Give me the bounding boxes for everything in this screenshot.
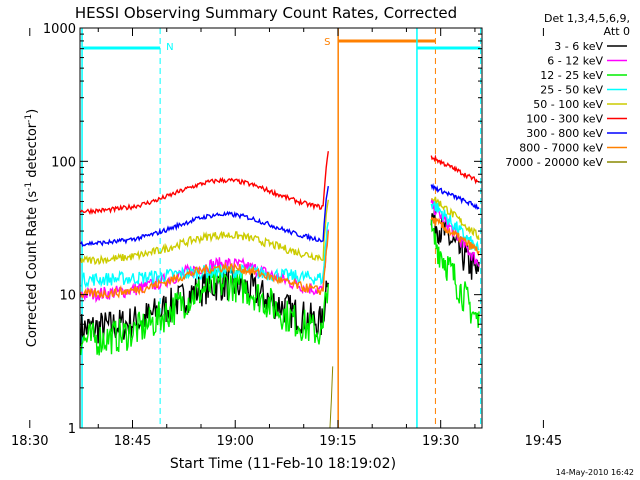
series-line-4: [80, 199, 329, 266]
series-line-post-5: [430, 154, 480, 185]
series-line-post-2: [430, 219, 480, 328]
legend-entry-label: 50 - 100 keV: [533, 98, 603, 111]
series-line-post-4: [431, 196, 480, 240]
x-tick-label: 19:15: [319, 434, 356, 449]
x-tick-label: 19:00: [216, 434, 253, 449]
legend-entry-label: 7000 - 20000 keV: [505, 156, 603, 169]
legend-header-detectors: Det 1,3,4,5,6,9,: [544, 12, 630, 25]
y-axis-label-end: ): [25, 109, 40, 114]
y-axis-label-sup1: -1: [24, 182, 34, 191]
y-tick-label: 1: [68, 422, 76, 437]
y-tick-label: 1000: [43, 22, 76, 37]
x-tick-label: 19:30: [422, 434, 459, 449]
legend-entry-label: 800 - 7000 keV: [519, 142, 603, 155]
legend-entry-label: 25 - 50 keV: [540, 84, 603, 97]
legend-entry-label: 300 - 800 keV: [526, 127, 603, 140]
series-line-6: [80, 185, 329, 248]
timestamp: 14-May-2010 16:42: [556, 468, 634, 477]
chart-title: HESSI Observing Summary Count Rates, Cor…: [75, 4, 457, 22]
y-axis-label: Corrected Count Rate (s-1 detector-1): [24, 109, 40, 347]
x-tick-label: 18:30: [11, 434, 48, 449]
legend-header-attenuator: Att 0: [604, 25, 630, 38]
legend-entry-label: 6 - 12 keV: [547, 55, 603, 68]
plot-frame: [79, 27, 483, 429]
saa-label: S: [324, 37, 330, 48]
series-line-8: [329, 366, 334, 429]
night-label: N: [166, 42, 173, 53]
chart-marks: [80, 151, 480, 429]
series-line-5: [80, 151, 329, 216]
series-line-post-7: [430, 216, 480, 257]
series-line-2: [80, 267, 329, 356]
series-line-0: [80, 265, 329, 347]
legend: Det 1,3,4,5,6,9,Att 03 - 6 keV 6 - 12 keV…: [505, 12, 630, 169]
y-tick-label: 100: [51, 155, 76, 170]
x-tick-label: 19:45: [525, 434, 562, 449]
series-line-post-0: [430, 204, 480, 280]
y-axis-label-main: Corrected Count Rate (s: [25, 191, 40, 348]
y-axis-label-sup2: -1: [24, 114, 34, 123]
axes: 1 10 100 1000 18:30 18:45 19:00 19:15 19:30 19:45: [11, 22, 562, 449]
y-tick-label: 10: [59, 289, 76, 304]
x-tick-label: 18:45: [114, 434, 151, 449]
legend-entry-label: 100 - 300 keV: [526, 113, 603, 126]
y-axis-label-mid: detector: [25, 122, 40, 182]
series-line-7: [80, 231, 329, 299]
x-axis-label: Start Time (11-Feb-10 18:19:02): [170, 456, 396, 472]
legend-entry-label: 12 - 25 keV: [540, 69, 603, 82]
legend-entry-label: 3 - 6 keV: [554, 40, 603, 53]
series-line-post-3: [430, 201, 480, 251]
series-line-post-6: [430, 182, 480, 210]
